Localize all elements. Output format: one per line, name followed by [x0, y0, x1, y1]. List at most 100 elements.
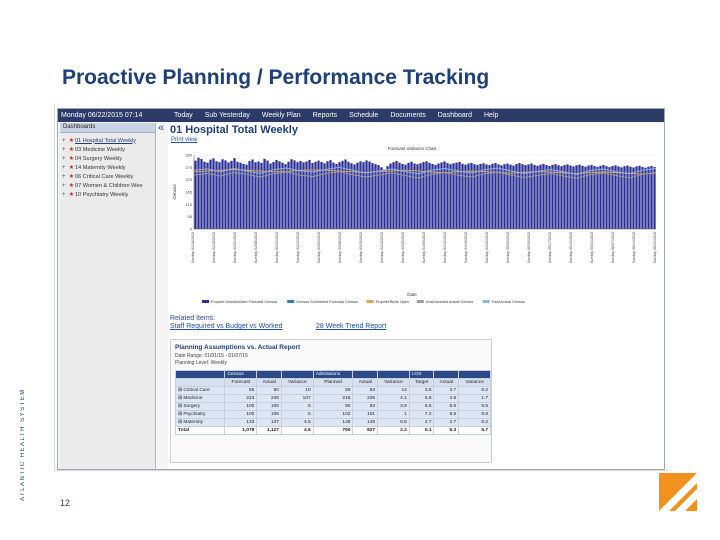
tree-expand-icon[interactable]: + [62, 191, 66, 198]
chart-bar [236, 161, 239, 229]
tree-expand-icon[interactable]: + [62, 164, 66, 171]
chart-bar [482, 163, 485, 229]
table-cell: 5.7 [458, 426, 491, 435]
chart-bar [563, 165, 566, 229]
table-row[interactable]: ⊞ Surgery 100 100 6 90 93 3.9 5.5 5.6 9.5 [174, 402, 491, 411]
legend-swatch [202, 300, 209, 303]
chart-bar [347, 161, 350, 229]
chart-bar [218, 162, 221, 229]
tree-item-medicine[interactable]: + ★ 03 Medicine Weekly [62, 145, 153, 154]
chart-bar [431, 163, 434, 229]
report-group-header: Census [224, 370, 258, 379]
tree-item-critical-care[interactable]: + ★ 06 Critical Care Weekly [62, 172, 153, 181]
chart-bar [302, 162, 305, 229]
menu-sub-yesterday[interactable]: Sub Yesterday [204, 112, 250, 119]
legend-swatch [287, 300, 295, 303]
trend-report-link[interactable]: 28 Week Trend Report [316, 323, 387, 330]
menu-dashboard[interactable]: Dashboard [437, 112, 472, 119]
chart-bar [308, 159, 311, 229]
chart-bar [491, 163, 494, 229]
chart-bar [197, 157, 200, 229]
x-tick-label: Sunday 05/17/2015 [548, 232, 552, 263]
chart-bar [398, 162, 401, 229]
chart-bar [404, 164, 407, 229]
report-column-header-row: Forecast Actual Variance Planned Actual Varia… [174, 378, 491, 387]
chart-bar [629, 166, 632, 229]
table-cell: 137 [256, 418, 282, 427]
menu-today[interactable]: Today [174, 112, 193, 119]
tree-item-surgery[interactable]: + ★ 04 Surgery Weekly [62, 154, 153, 163]
dashboard-content: 01 Hospital Total Weekly Print view Fore… [168, 123, 664, 469]
menu-weekly-plan[interactable]: Weekly Plan [261, 112, 301, 119]
forecast-census-line [193, 166, 657, 175]
chart-bar [362, 162, 365, 229]
report-group-header [433, 370, 460, 379]
chart-bar [455, 162, 458, 229]
chart-bar [494, 163, 497, 229]
related-items-heading: Related Items: [170, 315, 216, 322]
print-view-link[interactable]: Print view [171, 137, 198, 143]
chart-bar [374, 164, 377, 229]
chart-bar [248, 161, 251, 229]
table-cell: 827 [352, 426, 379, 435]
actual-census-line [193, 171, 657, 179]
table-cell: 63 [352, 386, 379, 395]
x-tick-label: Sunday 02/15/2015 [275, 232, 279, 263]
table-cell: 5.5 [408, 402, 435, 411]
chart-bar [227, 162, 230, 229]
tree-expand-icon[interactable]: + [62, 155, 66, 162]
chart-bar [203, 161, 206, 229]
tree-item-psychiatry[interactable]: + ★ 10 Psychiatry Weekly [62, 190, 153, 199]
chart-bar [287, 161, 290, 229]
tree-item-maternity[interactable]: + ★ 14 Maternity Weekly [62, 163, 153, 172]
table-row[interactable]: ⊞ Psychiatry 100 105 5 102 101 1 7.2 9.5 8.8 [174, 410, 491, 419]
table-cell: 760 [312, 426, 354, 435]
tree-item-hospital-total[interactable]: + ★ 01 Hospital Total Weekly [62, 136, 153, 145]
double-chevron-left-icon[interactable]: « [158, 122, 165, 134]
menu-schedule[interactable]: Schedule [349, 112, 379, 119]
x-tick-label: Sunday 06/21/2015 [653, 232, 657, 263]
tree-expand-icon[interactable]: + [62, 146, 66, 153]
table-row[interactable]: ⊞ Maternity 133 137 4.5 148 149 0.6 2.7 2.7 8.2 [174, 418, 491, 427]
table-cell: 5.1 [408, 426, 435, 435]
chart-bar [536, 165, 539, 229]
table-cell: 90 [312, 402, 354, 411]
x-tick-label: Sunday 05/31/2015 [590, 232, 594, 263]
tree-expand-icon[interactable]: + [62, 137, 66, 144]
chart-bar [284, 164, 287, 229]
tree-item-label: 01 Hospital Total Weekly [75, 137, 137, 144]
report-group-header: LOS [408, 370, 435, 379]
chart-bar [323, 163, 326, 229]
x-tick-label: Sunday 03/22/2015 [380, 232, 384, 263]
staff-required-link[interactable]: Staff Required vs Budget vs Worked [170, 323, 283, 330]
row-name: ⊞ Critical Care [174, 386, 226, 395]
chart-bar [575, 165, 578, 229]
row-name: ⊞ Surgery [174, 402, 226, 411]
table-row[interactable]: ⊞ Critical Care 55 60 10 59 63 14 3.5 3.7 8.2 [174, 386, 491, 395]
menu-help[interactable]: Help [484, 112, 499, 119]
chart-bar [479, 163, 482, 229]
chart-bar [638, 165, 641, 229]
tree-item-women-children[interactable]: + ★ 07 Women & Children Wee [62, 181, 153, 190]
row-name: ⊞ Medicine [174, 394, 226, 403]
favorite-star-icon: ★ [68, 183, 75, 189]
chart-bar [452, 163, 455, 229]
chart-bar [200, 159, 203, 229]
table-cell: 4.5 [280, 418, 314, 427]
chart-bar [503, 164, 506, 229]
menu-reports[interactable]: Reports [312, 112, 338, 119]
x-tick-label: Sunday 03/01/2015 [317, 232, 321, 263]
y-tick-label: 0 [190, 227, 193, 232]
menu-documents[interactable]: Documents [390, 112, 426, 119]
tree-expand-icon[interactable]: + [62, 173, 66, 180]
chart-bar [290, 159, 293, 229]
table-cell: 3.5 [408, 386, 435, 395]
chart-bar [377, 165, 380, 229]
chart-bar [368, 161, 371, 229]
tree-expand-icon[interactable]: + [62, 182, 66, 189]
chart-bar [320, 161, 323, 229]
table-row[interactable]: ⊞ Medicine 223 240 107 218 226 4.1 5.8 4.9 1.7 [174, 394, 491, 403]
table-cell: 5 [280, 410, 314, 419]
table-cell: 59 [312, 386, 354, 395]
chart-bar [434, 164, 437, 229]
